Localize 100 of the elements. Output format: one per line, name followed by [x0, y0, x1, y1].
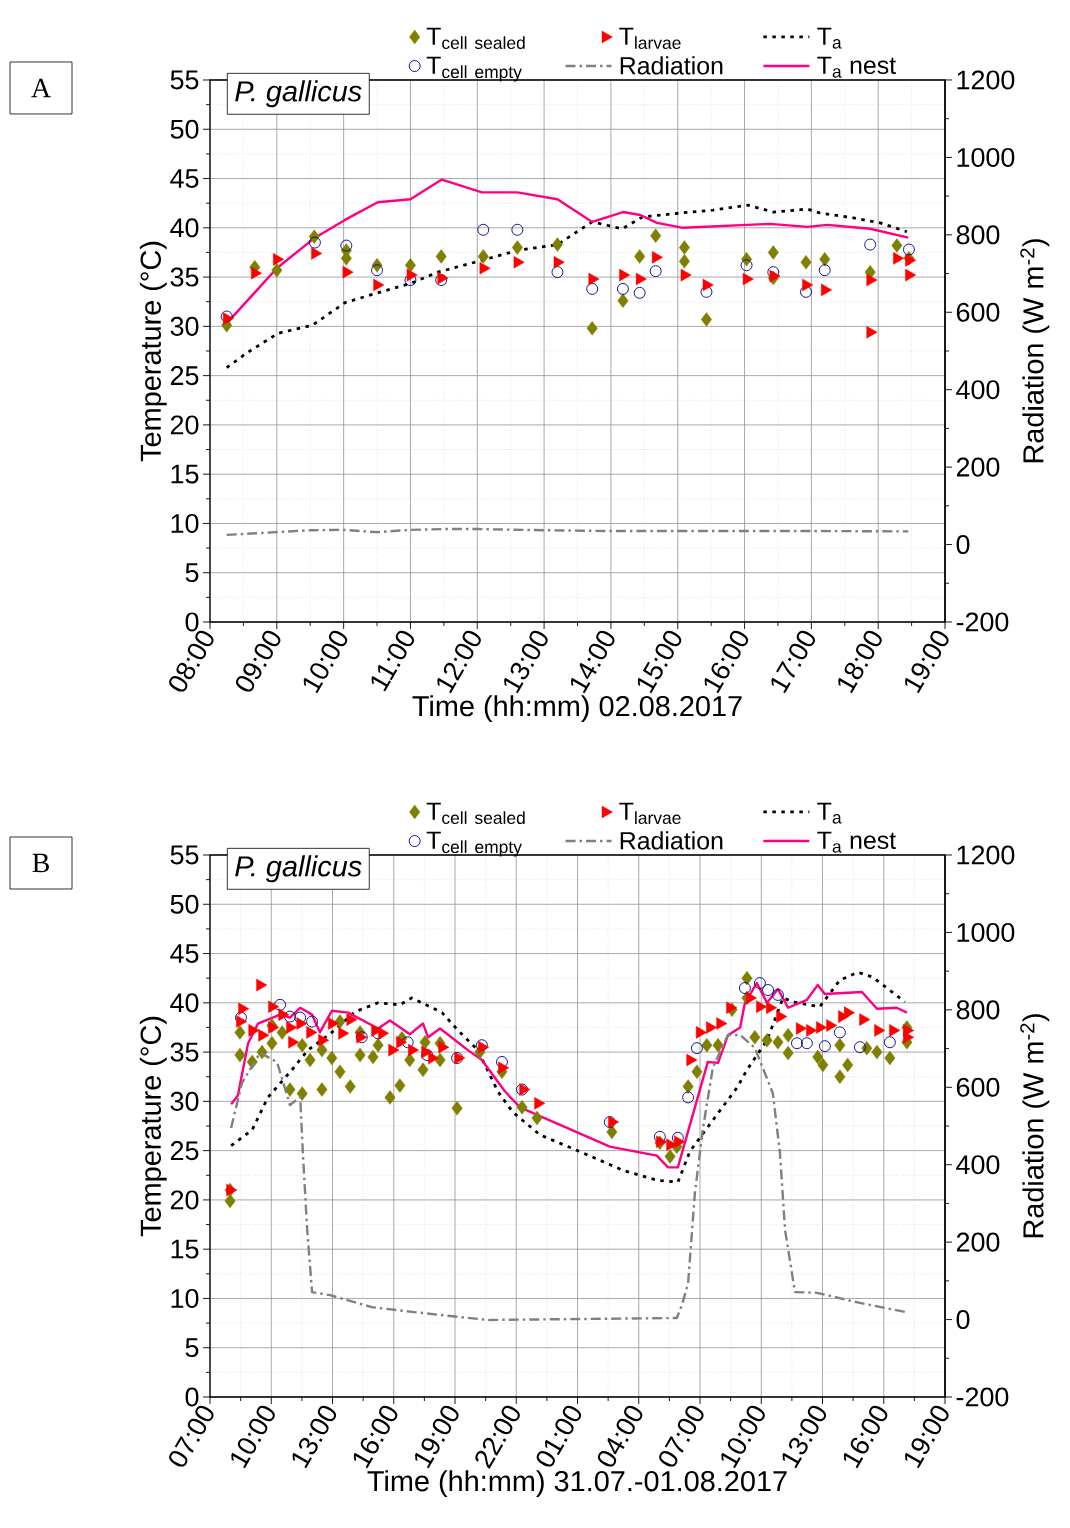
y-tick-label: 45 [170, 169, 199, 188]
point [617, 293, 629, 308]
point [251, 266, 262, 280]
y-axis-title: Temperature (°C) [139, 1016, 167, 1237]
y2-tick-label: 600 [956, 1077, 1000, 1097]
point [438, 1040, 450, 1054]
point [311, 247, 323, 260]
point [248, 1024, 260, 1037]
point [511, 240, 523, 255]
y2-tick-label: 400 [956, 380, 1000, 400]
y2-tick-label: 1000 [957, 147, 1015, 167]
point [891, 238, 903, 253]
y2-tick-label: 800 [956, 225, 1000, 245]
y-tick-label: 35 [170, 1042, 199, 1062]
y2-tick-label: 1200 [957, 70, 1015, 90]
point [284, 1010, 296, 1023]
point [338, 1027, 350, 1040]
point [883, 1036, 896, 1049]
point [818, 1040, 831, 1053]
point [806, 1024, 818, 1037]
y-tick-label: 40 [170, 993, 199, 1013]
legend-label: $\mathrm{T}_{\mathrm{a}}$ [817, 802, 842, 824]
y2-tick-label: 400 [956, 1155, 1000, 1175]
point [278, 1008, 290, 1021]
point [534, 1097, 546, 1110]
y-tick-label: 30 [170, 316, 199, 336]
point [889, 1024, 901, 1037]
point [695, 1026, 707, 1039]
point [690, 1042, 703, 1055]
point [346, 1013, 358, 1026]
point [771, 988, 784, 1001]
y-tick-label: 15 [171, 1239, 199, 1259]
y-tick-label: 50 [170, 894, 199, 914]
annotation: P. gallicus [235, 80, 362, 108]
y2-tick-label: 1000 [957, 922, 1015, 942]
point [902, 243, 915, 256]
x-axis-title: Time (hh:mm) 02.08.2017 [412, 695, 742, 723]
legend-label: $\mathrm{T}_{\mathrm{larvae}}$ [619, 27, 681, 50]
point [511, 223, 524, 236]
point [435, 249, 447, 264]
point [816, 1021, 827, 1034]
point [296, 1017, 308, 1030]
y2-axis-title: Radiation (W m$^{-2}$) [1020, 239, 1050, 463]
legend-label: $\mathrm{T}_{\mathrm{a}}\ \mathrm{nest}$ [817, 56, 896, 78]
point [651, 251, 663, 264]
x-axis-title: Time (hh:mm) 31.07.-01.08.2017 [367, 1470, 787, 1498]
legend-label: $\mathrm{T}_{\mathrm{a}}$ [817, 27, 842, 49]
y-tick-label: 25 [170, 1141, 199, 1161]
point [586, 321, 598, 336]
point [271, 262, 283, 278]
point [616, 282, 629, 295]
point [274, 998, 287, 1011]
point [608, 1115, 620, 1129]
point [678, 240, 690, 255]
y-tick-label: 25 [170, 366, 199, 386]
point [866, 326, 878, 339]
point [373, 278, 385, 292]
legend-label: $\mathrm{T}_{\mathrm{a}}\ \mathrm{nest}$ [817, 831, 896, 853]
legend-label: $\mathrm{T}_{\mathrm{cell\ empty}}$ [426, 56, 522, 82]
point [421, 1045, 433, 1059]
line-series [225, 203, 909, 370]
y-tick-label: 40 [170, 218, 199, 238]
point [682, 1091, 695, 1104]
point [308, 236, 321, 249]
point [342, 265, 354, 279]
point [745, 991, 757, 1005]
point [633, 286, 646, 299]
y-tick-label: 15 [171, 464, 199, 484]
y-tick-label: 10 [171, 513, 199, 533]
point [650, 228, 662, 243]
point [738, 982, 751, 994]
point [396, 1035, 408, 1049]
y2-tick-label: 1200 [957, 845, 1015, 865]
point [653, 1130, 666, 1143]
y2-tick-label: -200 [956, 1387, 1009, 1407]
y-tick-label: 55 [170, 845, 199, 865]
point [371, 264, 383, 277]
point [388, 1043, 400, 1057]
point [477, 223, 490, 236]
point [766, 1001, 777, 1015]
point [742, 272, 754, 286]
point [843, 1006, 855, 1019]
point [258, 1029, 270, 1042]
legend-label: $\mathrm{Radiation}$ [620, 831, 723, 850]
point [306, 1015, 319, 1028]
legend-label: $\mathrm{Radiation}$ [620, 56, 723, 75]
point [340, 239, 353, 252]
point [701, 312, 712, 327]
point [552, 237, 563, 252]
point [874, 1024, 886, 1037]
y-tick-label: 30 [170, 1091, 199, 1111]
point [826, 1019, 838, 1032]
point [680, 268, 692, 282]
point [306, 1026, 318, 1039]
point [819, 252, 831, 267]
legend-label: $\mathrm{T}_{\mathrm{cell\ sealed}}$ [426, 27, 525, 50]
point [236, 1015, 248, 1028]
y-tick-label: 0 [185, 1387, 199, 1407]
point [635, 272, 647, 286]
y2-tick-label: 0 [956, 1310, 970, 1330]
